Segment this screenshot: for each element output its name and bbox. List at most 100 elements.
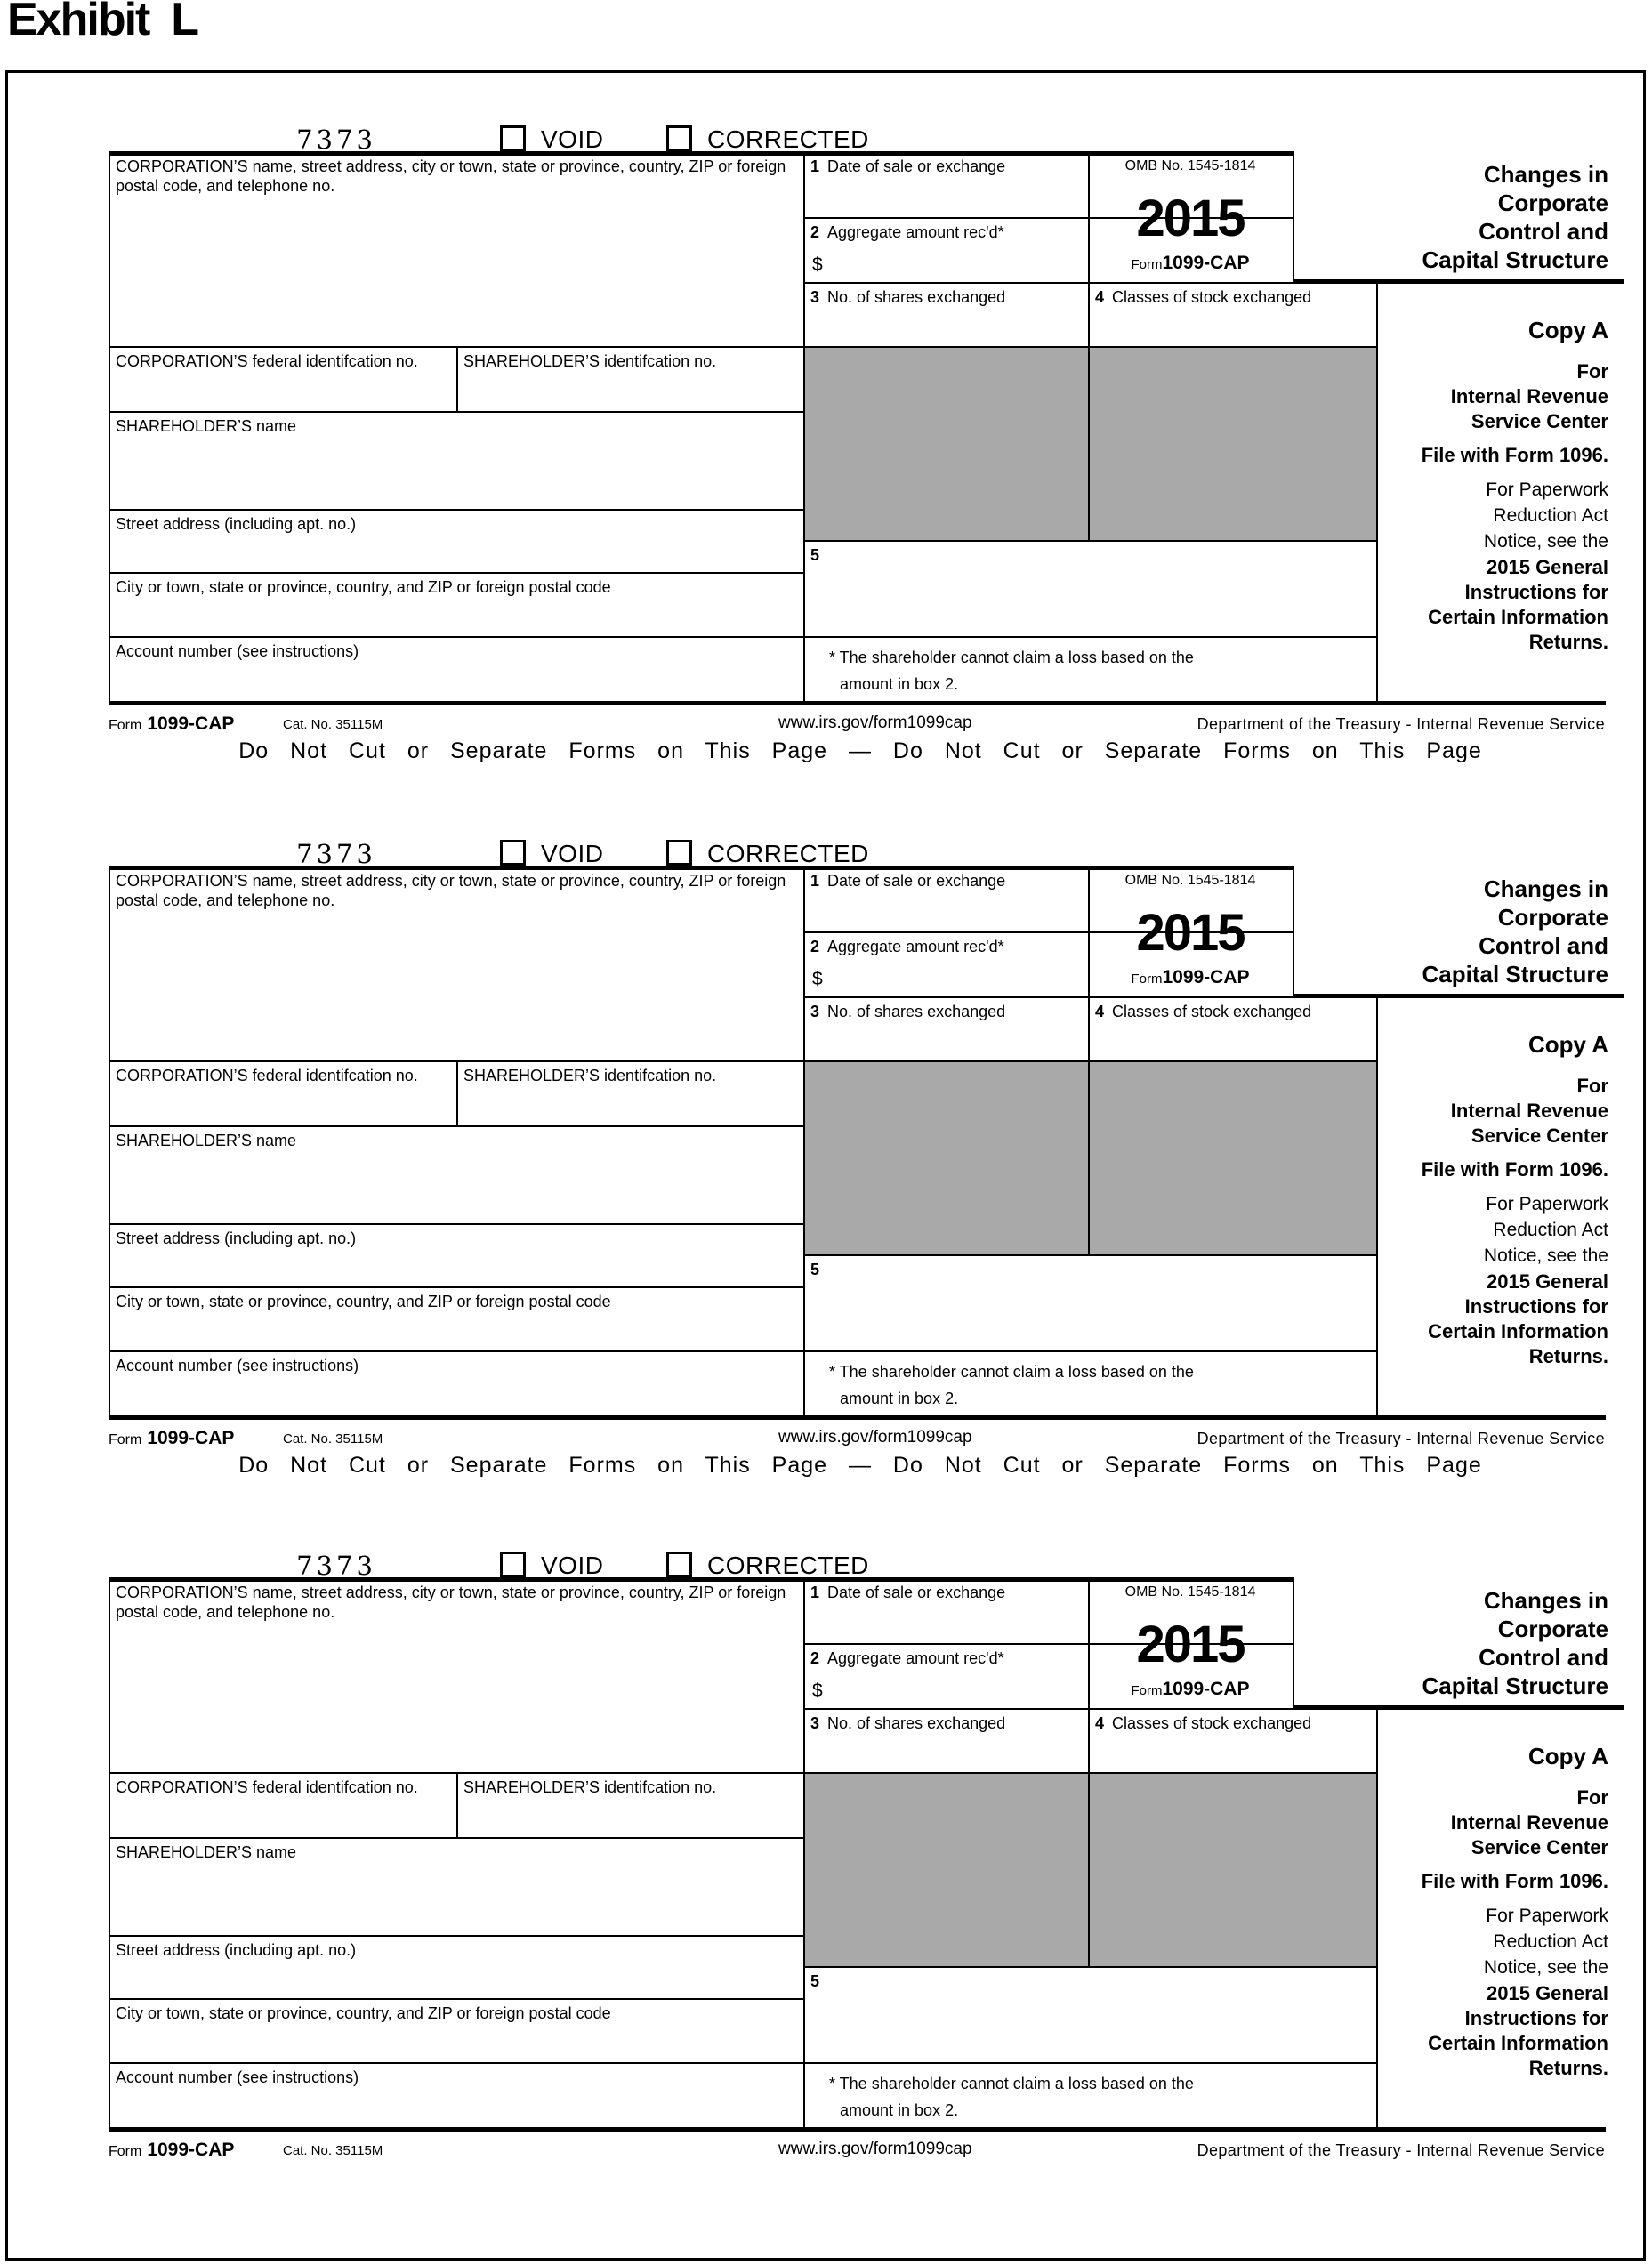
general-instructions-text: 2015 General Instructions for Certain In…	[1428, 1270, 1608, 1367]
border-line	[803, 540, 1378, 542]
corporation-name-label: CORPORATION’S name, street address, city…	[116, 872, 786, 909]
border-line	[803, 217, 1294, 219]
file-with-1096-text: File with Form 1096.	[1421, 444, 1608, 466]
form-number-box: Form1099-CAP	[1131, 1679, 1250, 1699]
footer-department: Department of the Treasury - Internal Re…	[1197, 1430, 1605, 1447]
corporation-id-label: CORPORATION’S federal identifcation no.	[116, 1778, 418, 1796]
tax-year: 2015	[1136, 1616, 1245, 1673]
box2-number: 2	[810, 1649, 820, 1667]
street-address-label: Street address (including apt. no.)	[116, 515, 357, 533]
void-label: VOID	[541, 125, 604, 153]
border-line	[109, 701, 1606, 705]
border-line	[803, 996, 1294, 998]
border-line	[109, 1060, 1378, 1062]
box2-number: 2	[810, 223, 820, 241]
copy-a-label: Copy A	[1527, 1031, 1608, 1058]
border-line	[1088, 151, 1090, 540]
footer-irs-url[interactable]: www.irs.gov/form1099cap	[778, 2140, 972, 2158]
border-line	[109, 866, 1293, 870]
footer-irs-url[interactable]: www.irs.gov/form1099cap	[778, 713, 972, 732]
separator-text: Do Not Cut or Separate Forms on This Pag…	[238, 738, 1482, 763]
footer-department: Department of the Treasury - Internal Re…	[1197, 2141, 1605, 2159]
border-line	[803, 151, 805, 703]
box1-number: 1	[810, 1584, 820, 1601]
shaded-box-right	[1090, 1062, 1376, 1254]
copy-a-label: Copy A	[1527, 1743, 1608, 1769]
box4-number: 4	[1095, 1003, 1105, 1020]
paperwork-notice-text: For Paperwork Reduction Act Notice, see …	[1483, 1906, 1608, 1978]
city-label: City or town, state or province, country…	[116, 578, 611, 596]
box5-number: 5	[810, 1972, 820, 1990]
box3-number: 3	[810, 288, 820, 306]
border-line	[803, 931, 1294, 933]
box3-label: 3 No. of shares exchanged	[810, 1714, 1006, 1732]
dollar-sign: $	[812, 1681, 823, 1701]
border-line	[1376, 995, 1378, 1417]
dollar-sign: $	[812, 254, 823, 275]
shareholder-id-label: SHAREHOLDER’S identifcation no.	[463, 1067, 717, 1084]
border-line	[1293, 279, 1624, 284]
form-number-box: Form1099-CAP	[1131, 253, 1250, 273]
void-checkbox[interactable]	[500, 125, 526, 151]
void-checkbox[interactable]	[500, 1552, 526, 1577]
account-number-label: Account number (see instructions)	[116, 642, 359, 660]
shareholder-note-line2: amount in box 2.	[840, 1390, 959, 1407]
shaded-box-right	[1090, 348, 1376, 540]
box1-number: 1	[810, 157, 820, 175]
border-line	[109, 2127, 1606, 2132]
footer-catalog-number: Cat. No. 35115M	[283, 2143, 383, 2158]
shaded-box-left	[805, 348, 1088, 540]
form-number-box: Form1099-CAP	[1131, 967, 1250, 987]
box5-label: 5	[810, 545, 827, 565]
corrected-label: CORRECTED	[707, 1552, 869, 1579]
box3-label: 3 No. of shares exchanged	[810, 1003, 1006, 1020]
tax-year: 2015	[1136, 189, 1245, 247]
street-address-label: Street address (including apt. no.)	[116, 1229, 357, 1247]
border-line	[109, 1286, 803, 1288]
border-line	[803, 1254, 1378, 1256]
form-code: 7373	[296, 839, 376, 869]
footer-catalog-number: Cat. No. 35115M	[283, 717, 383, 732]
border-line	[456, 1060, 458, 1127]
border-line	[803, 1708, 1294, 1710]
omb-number: OMB No. 1545-1814	[1124, 873, 1256, 888]
border-line	[109, 1837, 803, 1839]
form-code: 7373	[296, 125, 376, 155]
paperwork-notice-text: For Paperwork Reduction Act Notice, see …	[1483, 480, 1608, 552]
corporation-id-label: CORPORATION’S federal identifcation no.	[116, 1067, 418, 1084]
border-line	[803, 1643, 1294, 1645]
box1-label: 1 Date of sale or exchange	[810, 872, 1006, 890]
box3-label: 3 No. of shares exchanged	[810, 288, 1006, 306]
for-irs-text: For Internal Revenue Service Center	[1450, 1075, 1608, 1147]
border-line	[109, 1350, 1378, 1352]
border-line	[109, 1223, 803, 1225]
corrected-checkbox[interactable]	[666, 840, 692, 866]
border-line	[109, 1125, 803, 1127]
corrected-checkbox[interactable]	[666, 1552, 692, 1577]
corporation-name-label: CORPORATION’S name, street address, city…	[116, 1584, 786, 1621]
footer-department: Department of the Treasury - Internal Re…	[1197, 715, 1605, 733]
footer-irs-url[interactable]: www.irs.gov/form1099cap	[778, 1428, 972, 1447]
border-line	[109, 151, 1293, 156]
border-line	[109, 572, 803, 574]
street-address-label: Street address (including apt. no.)	[116, 1941, 357, 1959]
box1-number: 1	[810, 872, 820, 890]
border-line	[109, 1772, 1378, 1774]
form-1099cap: 7373 VOID CORRECTED	[109, 123, 1624, 772]
for-irs-text: For Internal Revenue Service Center	[1450, 360, 1608, 432]
box2-number: 2	[810, 938, 820, 955]
box4-label: 4 Classes of stock exchanged	[1095, 1714, 1312, 1732]
form-title: Changes in Corporate Control and Capital…	[1422, 161, 1609, 273]
border-line	[109, 1935, 803, 1937]
border-line	[803, 1966, 1378, 1968]
corrected-checkbox[interactable]	[666, 125, 692, 151]
void-checkbox[interactable]	[500, 840, 526, 866]
box1-label: 1 Date of sale or exchange	[810, 157, 1006, 175]
border-line	[109, 636, 1378, 638]
border-line	[109, 346, 1378, 348]
shareholder-note-line1: * The shareholder cannot claim a loss ba…	[829, 1363, 1194, 1381]
box2-label: 2 Aggregate amount rec'd*	[810, 938, 1004, 955]
box4-label: 4 Classes of stock exchanged	[1095, 1003, 1312, 1020]
box4-number: 4	[1095, 288, 1105, 306]
